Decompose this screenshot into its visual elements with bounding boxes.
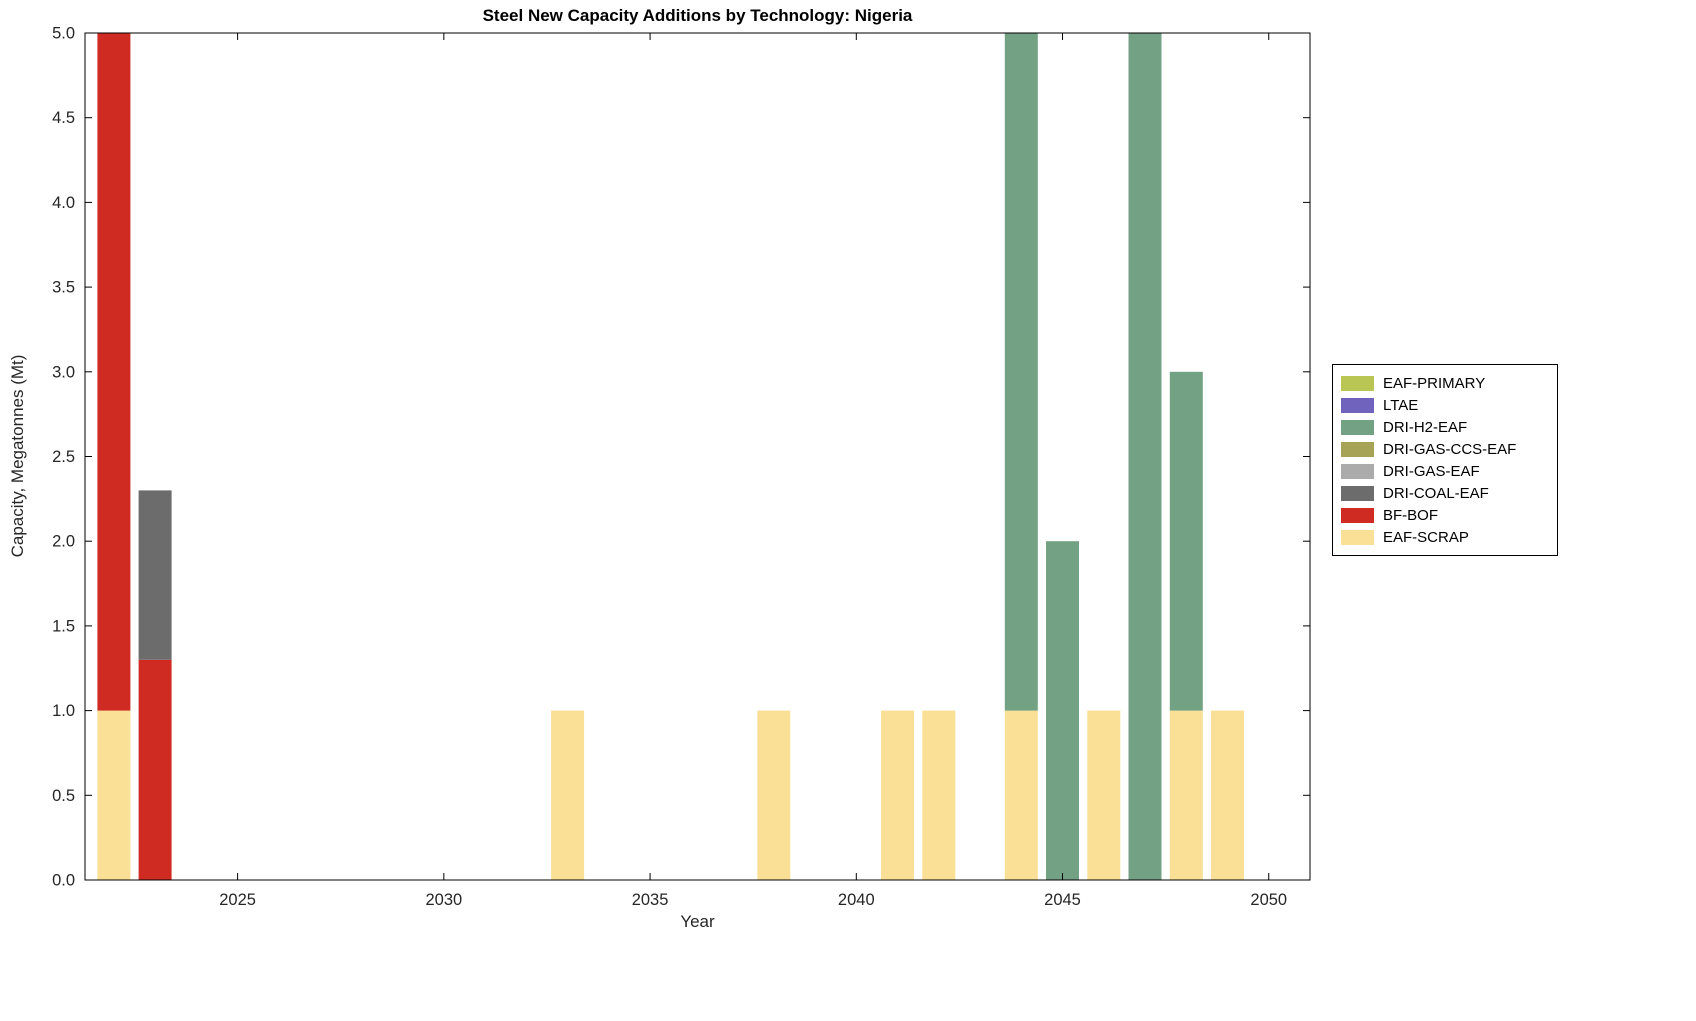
- legend-swatch-ltae: [1341, 397, 1374, 413]
- y-tick-label: 1.0: [52, 702, 75, 720]
- y-tick-label: 2.0: [52, 533, 75, 551]
- bar-2041-eaf-scrap: [881, 710, 914, 880]
- chart-title: Steel New Capacity Additions by Technolo…: [482, 6, 913, 25]
- bar-2045-dri-h2-eaf: [1046, 541, 1079, 880]
- bar-2048-dri-h2-eaf: [1169, 371, 1203, 711]
- legend-label: DRI-GAS-CCS-EAF: [1383, 440, 1517, 458]
- y-tick-label: 2.5: [52, 448, 75, 466]
- bar-2023-bf-bof: [138, 659, 172, 880]
- bar-2048-eaf-scrap: [1169, 710, 1203, 880]
- y-tick-label: 0.5: [52, 787, 75, 805]
- legend-swatch-dri-gas-ccs-eaf: [1341, 441, 1374, 457]
- legend-label: BF-BOF: [1383, 506, 1438, 524]
- legend-label: EAF-SCRAP: [1383, 528, 1469, 546]
- legend-item-dri-coal-eaf: DRI-COAL-EAF: [1341, 482, 1551, 504]
- legend-item-dri-h2-eaf: DRI-H2-EAF: [1341, 416, 1551, 438]
- legend-item-dri-gas-ccs-eaf: DRI-GAS-CCS-EAF: [1341, 438, 1551, 460]
- legend-item-eaf-scrap: EAF-SCRAP: [1341, 526, 1551, 548]
- x-tick-label: 2030: [425, 891, 462, 909]
- legend-label: DRI-GAS-EAF: [1383, 462, 1480, 480]
- legend-swatch-dri-gas-eaf: [1341, 463, 1374, 479]
- legend-label: DRI-COAL-EAF: [1383, 484, 1489, 502]
- y-tick-label: 4.5: [52, 109, 75, 127]
- axes-box: [84, 32, 1311, 881]
- bar-2022-eaf-scrap: [97, 710, 131, 880]
- bar-2033-eaf-scrap: [551, 710, 585, 880]
- legend-item-dri-gas-eaf: DRI-GAS-EAF: [1341, 460, 1551, 482]
- bar-2023-dri-coal-eaf: [138, 490, 172, 660]
- legend-swatch-dri-coal-eaf: [1341, 485, 1374, 501]
- y-tick-label: 5.0: [52, 25, 75, 43]
- legend-swatch-eaf-primary: [1341, 375, 1374, 391]
- legend-label: DRI-H2-EAF: [1383, 418, 1468, 436]
- bar-2038-eaf-scrap: [757, 710, 791, 880]
- bar-2044-dri-h2-eaf: [1004, 33, 1038, 711]
- legend: EAF-PRIMARY LTAE DRI-H2-EAF DRI-GAS-CCS-EAF…: [1332, 364, 1558, 556]
- x-tick-label: 2045: [1044, 891, 1081, 909]
- y-tick-label: 1.5: [52, 617, 75, 635]
- legend-item-ltae: LTAE: [1341, 394, 1551, 416]
- x-tick-label: 2040: [838, 891, 875, 909]
- bar-2044-eaf-scrap: [1004, 710, 1038, 880]
- bar-2046-eaf-scrap: [1087, 710, 1121, 880]
- legend-swatch-eaf-scrap: [1341, 529, 1374, 545]
- x-tick-label: 2025: [219, 891, 256, 909]
- bar-2049-eaf-scrap: [1211, 710, 1244, 880]
- y-tick-label: 3.0: [52, 363, 75, 381]
- legend-swatch-dri-h2-eaf: [1341, 419, 1374, 435]
- y-tick-label: 0.0: [52, 872, 75, 890]
- x-axis-label: Year: [680, 912, 715, 931]
- legend-label: EAF-PRIMARY: [1383, 374, 1486, 392]
- bar-2047-dri-h2-eaf: [1128, 33, 1162, 880]
- y-axis-label: Capacity, Megatonnes (Mt): [8, 354, 27, 558]
- legend-item-eaf-primary: EAF-PRIMARY: [1341, 372, 1551, 394]
- bar-2022-bf-bof: [97, 33, 131, 711]
- y-tick-label: 4.0: [52, 194, 75, 212]
- legend-item-bf-bof: BF-BOF: [1341, 504, 1551, 526]
- legend-label: LTAE: [1383, 396, 1419, 414]
- legend-swatch-bf-bof: [1341, 507, 1374, 523]
- x-tick-label: 2050: [1250, 891, 1287, 909]
- y-tick-label: 3.5: [52, 279, 75, 297]
- bar-2042-eaf-scrap: [922, 710, 956, 880]
- x-tick-label: 2035: [632, 891, 669, 909]
